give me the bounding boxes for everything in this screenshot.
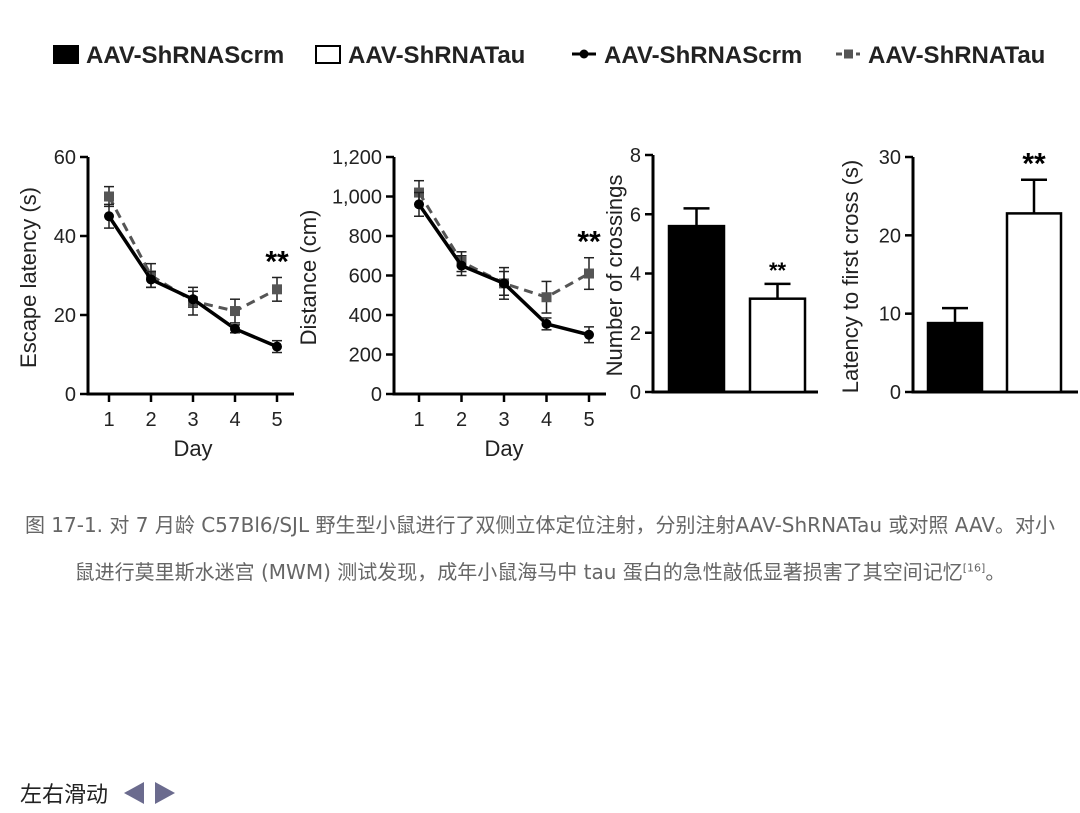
figure-caption: 图 17-1. 对 7 月龄 C57Bl6/SJL 野生型小鼠进行了双侧立体定位… — [20, 502, 1060, 596]
y-axis-label: Distance (cm) — [296, 210, 321, 346]
legend-swatch-0 — [53, 45, 79, 64]
legend-label-3: AAV-ShRNATau — [868, 42, 1045, 69]
significance-label: ** — [769, 258, 787, 283]
y-tick-label: 4 — [630, 264, 641, 286]
swipe-navigation: 左右滑动 — [20, 776, 176, 810]
x-tick-label: 5 — [271, 409, 282, 431]
data-point — [414, 199, 424, 210]
caption-reference: [16] — [962, 561, 986, 575]
y-tick-label: 0 — [65, 384, 76, 406]
x-axis-label: Day — [173, 436, 212, 461]
data-point — [272, 284, 282, 295]
y-tick-label: 20 — [54, 305, 76, 327]
y-tick-label: 1,000 — [332, 187, 382, 209]
data-point — [230, 323, 240, 334]
y-tick-label: 1,200 — [332, 147, 382, 169]
bar-1 — [1005, 212, 1063, 394]
caption-end: 。 — [985, 560, 1006, 584]
y-tick-label: 800 — [349, 226, 382, 248]
y-tick-label: 0 — [371, 384, 382, 406]
y-tick-label: 30 — [879, 147, 901, 169]
y-tick-label: 10 — [879, 304, 901, 326]
data-point — [272, 341, 282, 352]
triangle-left-icon[interactable] — [124, 782, 145, 804]
x-tick-label: 5 — [583, 409, 594, 431]
y-tick-label: 2 — [630, 323, 641, 345]
bar-1 — [748, 297, 807, 394]
legend-label-1: AAV-ShRNATau — [348, 42, 525, 69]
y-tick-label: 0 — [890, 382, 901, 404]
legend-marker-2 — [579, 49, 589, 59]
data-point — [104, 191, 114, 202]
first-cross-latency-chart: 0 10 20 30 Latency to first cross (s) ** — [838, 147, 1078, 404]
data-point — [541, 292, 552, 303]
legend-swatch-1 — [315, 45, 341, 64]
data-point — [456, 260, 467, 271]
legend-marker-3 — [844, 49, 853, 59]
distance-chart: 0 200 400 600 800 1,000 1,200 Distance (cm) 1 2 3 4… — [296, 147, 606, 461]
triangle-right-icon[interactable] — [155, 782, 176, 804]
caption-text: 图 17-1. 对 7 月龄 C57Bl6/SJL 野生型小鼠进行了双侧立体定位… — [24, 513, 1056, 584]
y-tick-label: 60 — [54, 147, 76, 169]
x-tick-label: 4 — [229, 409, 240, 431]
x-axis-label: Day — [484, 436, 523, 461]
data-point — [188, 294, 198, 305]
y-axis-label: Number of crossings — [602, 175, 627, 377]
y-axis-label: Latency to first cross (s) — [838, 160, 863, 394]
data-point — [230, 306, 240, 317]
data-point — [584, 329, 594, 340]
y-tick-label: 40 — [54, 226, 76, 248]
x-tick-label: 2 — [145, 409, 156, 431]
y-tick-label: 6 — [630, 204, 641, 226]
escape-latency-chart: 0 20 40 60 Escape latency (s) 1 2 3 4 5 Day ** — [16, 147, 294, 461]
significance-label: ** — [265, 245, 289, 278]
data-point — [541, 318, 552, 329]
data-point — [104, 211, 114, 222]
x-tick-label: 1 — [413, 409, 424, 431]
y-tick-label: 0 — [630, 382, 641, 404]
figure: AAV-ShRNAScrm AAV-ShRNATau AAV-ShRNAScrm AA… — [16, 42, 1078, 461]
x-tick-label: 3 — [187, 409, 198, 431]
y-tick-label: 8 — [630, 145, 641, 167]
x-tick-label: 1 — [103, 409, 114, 431]
data-point — [584, 268, 594, 279]
significance-label: ** — [577, 226, 601, 259]
y-tick-label: 600 — [349, 266, 382, 288]
legend: AAV-ShRNAScrm AAV-ShRNATau AAV-ShRNAScrm AA… — [53, 42, 1045, 69]
swipe-label: 左右滑动 — [20, 783, 109, 808]
y-tick-label: 400 — [349, 305, 382, 327]
legend-label-0: AAV-ShRNAScrm — [86, 42, 284, 69]
x-tick-label: 2 — [456, 409, 467, 431]
series-line-0 — [107, 215, 278, 349]
legend-label-2: AAV-ShRNAScrm — [604, 42, 802, 69]
bar-0 — [926, 321, 984, 394]
x-tick-label: 4 — [541, 409, 552, 431]
y-tick-label: 200 — [349, 345, 382, 367]
y-axis-label: Escape latency (s) — [16, 187, 41, 368]
data-point — [146, 274, 156, 285]
bar-0 — [667, 224, 726, 394]
x-tick-label: 3 — [498, 409, 509, 431]
y-tick-label: 20 — [879, 225, 901, 247]
data-point — [499, 278, 509, 289]
significance-label: ** — [1022, 148, 1046, 181]
